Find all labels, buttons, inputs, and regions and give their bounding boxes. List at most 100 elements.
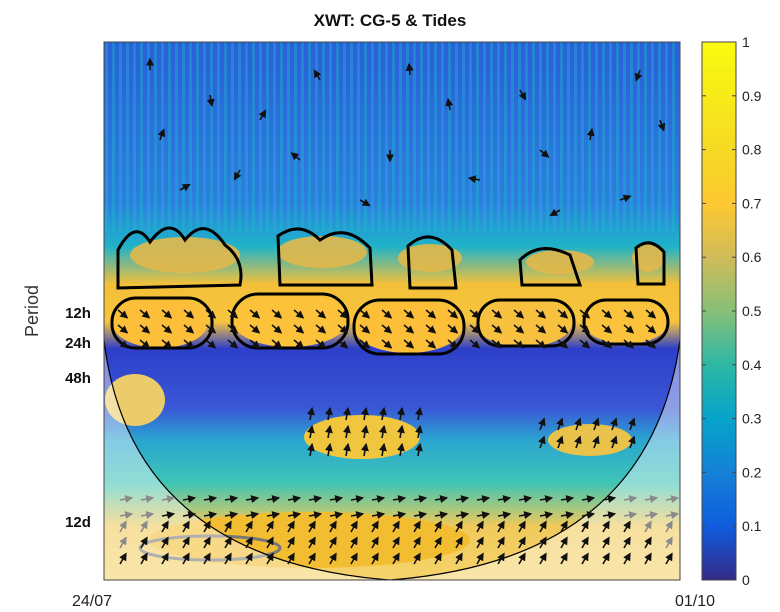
phase-arrow: [455, 520, 463, 533]
phase-arrow: [634, 69, 643, 82]
phase-arrow: [518, 89, 527, 101]
phase-arrow: [665, 520, 673, 533]
phase-arrow: [224, 511, 239, 520]
phase-arrow: [455, 495, 470, 504]
colorbar-tick-label: 0.3: [742, 411, 762, 427]
y-tick-label: 48h: [65, 370, 91, 387]
phase-arrow: [665, 536, 673, 549]
phase-arrow: [360, 442, 369, 457]
phase-arrow: [360, 406, 369, 421]
phase-arrow: [602, 495, 617, 504]
phase-arrow: [205, 339, 217, 349]
x-tick-label: 01/10: [675, 593, 715, 610]
phase-arrow: [455, 552, 463, 565]
phase-arrow: [306, 406, 315, 421]
phase-arrow: [645, 309, 657, 319]
phase-arrow: [518, 520, 526, 533]
phase-arrow: [579, 339, 591, 349]
phase-arrow: [592, 435, 600, 449]
phase-arrow: [183, 339, 195, 349]
power-blob: [476, 299, 572, 347]
phase-arrow: [602, 536, 610, 549]
phase-arrow: [161, 511, 176, 520]
phase-arrow: [245, 511, 260, 520]
phase-arrow: [560, 495, 575, 504]
phase-arrow: [224, 520, 232, 533]
phase-arrow: [539, 495, 554, 504]
phase-arrow: [271, 339, 283, 349]
phase-arrow: [306, 424, 315, 439]
phase-arrow: [227, 324, 239, 334]
phase-arrow: [245, 520, 253, 533]
phase-arrow: [396, 424, 405, 439]
phase-arrow: [518, 511, 533, 520]
phase-arrow: [350, 536, 358, 549]
phase-arrow: [205, 309, 217, 319]
phase-arrow: [359, 198, 371, 207]
phase-arrow: [308, 511, 323, 520]
phase-arrow: [513, 324, 525, 334]
phase-arrow: [378, 442, 387, 457]
phase-arrow: [203, 536, 211, 549]
plot-frame: [103, 41, 681, 581]
phase-arrow: [497, 495, 512, 504]
y-tick-label: 12h: [65, 305, 91, 322]
phase-arrow: [556, 435, 564, 449]
colorbar-tick-label: 0.8: [742, 142, 762, 158]
phase-arrow: [329, 495, 344, 504]
phase-arrow: [224, 536, 232, 549]
phase-arrow: [245, 552, 253, 565]
power-blob: [232, 293, 348, 347]
phase-arrow: [602, 520, 610, 533]
phase-arrow: [434, 495, 449, 504]
phase-arrow: [413, 520, 421, 533]
colorbar-gradient: [701, 41, 737, 581]
phase-arrow: [161, 520, 169, 533]
phase-arrow: [447, 339, 459, 349]
phase-arrow: [233, 169, 242, 181]
phase-arrow: [455, 536, 463, 549]
phase-arrow: [560, 536, 568, 549]
phase-arrow: [623, 309, 635, 319]
phase-arrow: [574, 417, 582, 431]
phase-arrow: [535, 324, 547, 334]
phase-arrow: [601, 324, 613, 334]
phase-arrow: [518, 552, 526, 565]
phase-arrow: [266, 536, 274, 549]
phase-arrow: [161, 324, 173, 334]
phase-arrow: [392, 520, 400, 533]
phase-arrow: [425, 309, 437, 319]
phase-arrow: [157, 128, 166, 141]
phase-arrow: [117, 339, 129, 349]
phase-arrow: [119, 495, 134, 504]
phase-arrow: [560, 520, 568, 533]
phase-arrow: [497, 552, 505, 565]
phase-arrow: [161, 339, 173, 349]
phase-arrow: [539, 520, 547, 533]
phase-arrow: [266, 552, 274, 565]
phase-arrow: [342, 424, 351, 439]
phase-arrow: [557, 324, 569, 334]
phase-arrow: [308, 495, 323, 504]
phase-arrow: [359, 339, 371, 349]
phase-arrow: [203, 495, 218, 504]
y-axis-label: Period: [22, 285, 42, 337]
phase-arrow: [497, 520, 505, 533]
phase-arrow: [556, 417, 564, 431]
phase-arrow: [290, 152, 301, 161]
phase-arrow: [315, 309, 327, 319]
phase-arrow: [392, 552, 400, 565]
phase-arrow: [161, 536, 169, 549]
phase-arrow: [405, 62, 414, 76]
power-blob: [398, 244, 462, 272]
phase-arrow: [445, 97, 454, 111]
x-tick-label: 24/07: [72, 593, 112, 610]
phase-arrow: [245, 495, 260, 504]
phase-arrow: [287, 495, 302, 504]
phase-arrow: [381, 339, 393, 349]
phase-arrow: [337, 324, 349, 334]
phase-arrow: [161, 309, 173, 319]
phase-arrow: [371, 511, 386, 520]
phase-arrow: [337, 339, 349, 349]
